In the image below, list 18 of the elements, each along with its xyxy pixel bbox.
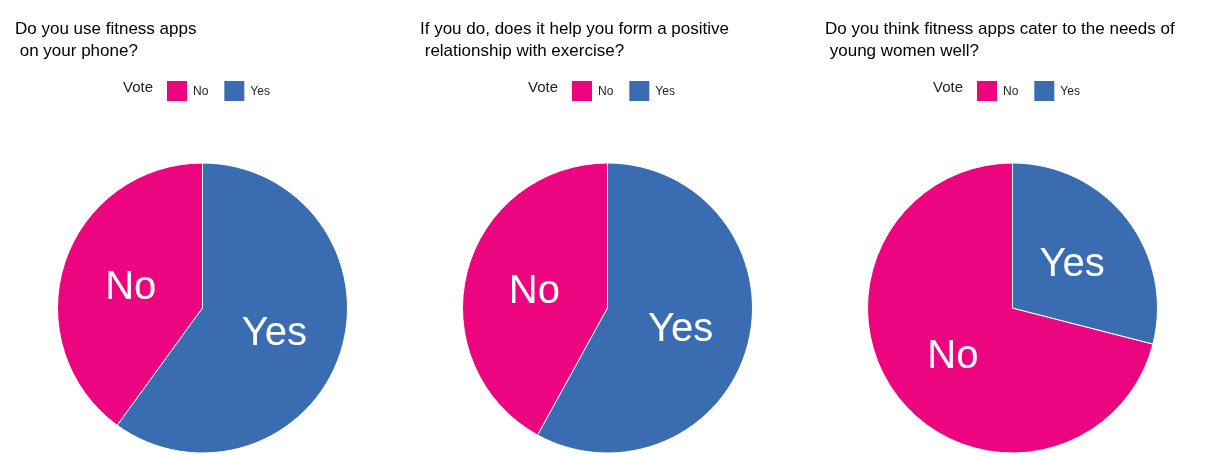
slice-label: No	[105, 262, 157, 307]
chart-title: If you do, does it help you form a positive relationship with exercise?	[420, 18, 730, 60]
legend-label: No	[1003, 84, 1019, 98]
slice-label: Yes	[241, 309, 307, 354]
legend-title: Vote	[528, 78, 559, 95]
legend-label: Yes	[1060, 84, 1080, 98]
slice-label: No	[927, 332, 979, 377]
legend-label: Yes	[655, 84, 675, 98]
chart-title: Do you think fitness apps cater to the needs of young women well?	[825, 18, 1175, 60]
slice-label: No	[508, 267, 560, 312]
legend-label: No	[598, 84, 614, 98]
chart-title: Do you use fitness apps on your phone?	[15, 18, 197, 60]
legend-label: No	[193, 84, 209, 98]
legend-title: Vote	[933, 78, 964, 95]
legend-label: Yes	[250, 84, 270, 98]
slice-label: Yes	[1039, 239, 1105, 284]
slice-label: Yes	[648, 304, 714, 349]
legend-title: Vote	[123, 78, 154, 95]
